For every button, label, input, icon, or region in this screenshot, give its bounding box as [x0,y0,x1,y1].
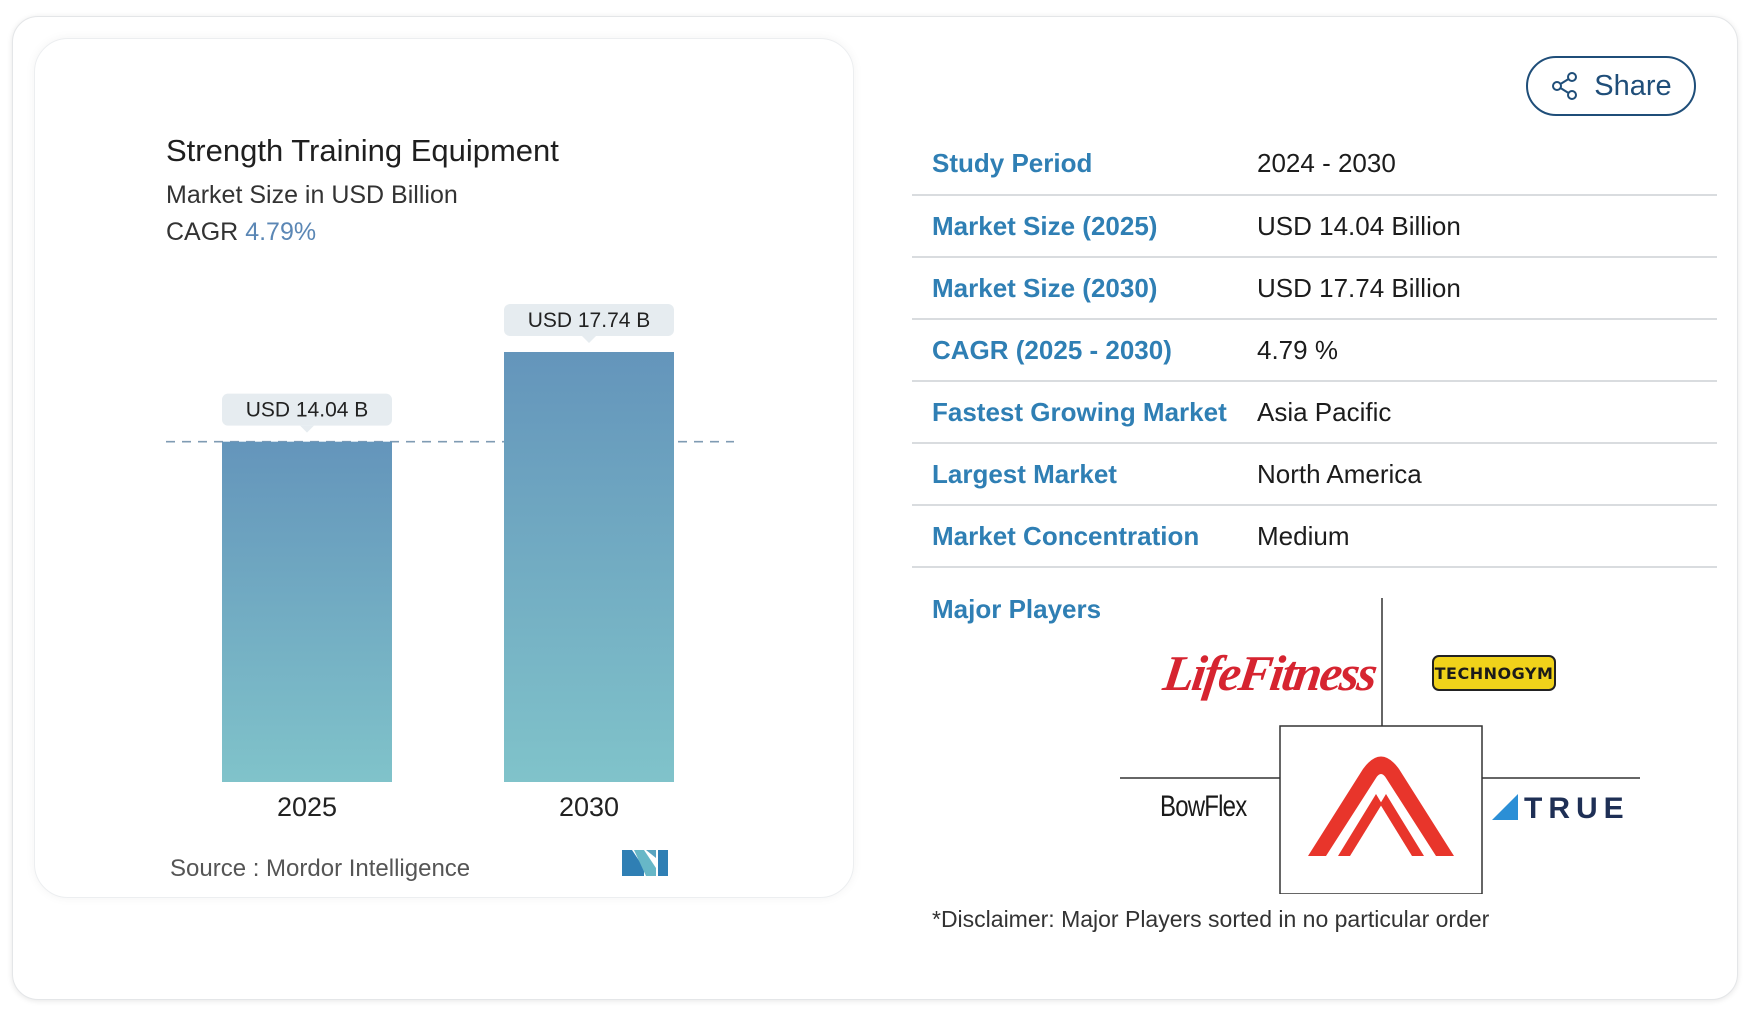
center-company-logo-icon [1308,756,1454,856]
stat-label: Market Size (2030) [932,272,1158,303]
share-icon [1552,72,1578,100]
chart-cagr: CAGR 4.79% [166,218,316,247]
stat-label: Fastest Growing Market [932,396,1227,427]
stat-value: Asia Pacific [1257,396,1392,427]
data-label-pointer [582,336,596,343]
stat-label: Study Period [932,148,1093,178]
category-label: 2025 [277,792,337,822]
chart-subtitle: Market Size in USD Billion [166,181,458,209]
lifefitness-logo: LifeFitness [1160,645,1380,701]
bar-2030 [504,352,674,782]
chart-title: Strength Training Equipment [166,133,559,168]
stat-label: Market Concentration [932,520,1200,551]
true-logo: TRUE [1524,792,1630,825]
category-label: 2030 [559,792,619,822]
share-label: Share [1594,69,1672,102]
bowflex-logo: BowFlex [1160,790,1247,823]
stat-row-study-period: Study Period 2024 - 2030 [912,134,1717,196]
stat-row-cagr: CAGR (2025 - 2030) 4.79 % [912,320,1717,382]
data-label: USD 17.74 B [528,309,651,332]
stat-label: Market Size (2025) [932,210,1158,241]
stat-label: Largest Market [932,458,1117,489]
stat-row-fastest-growing: Fastest Growing Market Asia Pacific [912,382,1717,444]
bar-chart: USD 14.04 B 2025 USD 17.74 B 2030 [166,304,734,822]
stat-row-market-size-2030: Market Size (2030) USD 17.74 Billion [912,258,1717,320]
disclaimer-text: *Disclaimer: Major Players sorted in no … [932,906,1490,932]
data-label-pointer [300,425,314,433]
stat-value: 2024 - 2030 [1257,148,1396,178]
share-button[interactable]: Share [1526,56,1696,116]
stat-value: Medium [1257,520,1350,551]
data-label-box [504,304,674,336]
data-label-box [222,393,392,426]
bar-2025 [222,441,392,782]
stat-value: 4.79 % [1257,334,1338,365]
stat-value: North America [1257,458,1422,489]
stat-value: USD 17.74 Billion [1257,272,1461,303]
stat-row-market-size-2025: Market Size (2025) USD 14.04 Billion [912,196,1717,258]
players-grid [1120,598,1640,894]
technogym-logo: TECHNOGYM [1432,655,1556,691]
cagr-value: 4.79% [245,218,317,246]
mordor-logo-icon [622,850,668,876]
major-players-label: Major Players [932,594,1102,624]
true-logo-triangle-icon [1492,794,1518,820]
stat-row-largest-market: Largest Market North America [912,444,1717,506]
stat-row-concentration: Market Concentration Medium [912,506,1717,568]
stat-label: CAGR (2025 - 2030) [932,334,1172,365]
stats-table: Study Period 2024 - 2030 Market Size (20… [912,134,1717,568]
data-label: USD 14.04 B [246,399,369,422]
chart-card [34,38,854,898]
source-text: Source : Mordor Intelligence [170,855,471,882]
cagr-label: CAGR [166,218,239,246]
stat-value: USD 14.04 Billion [1257,210,1461,241]
